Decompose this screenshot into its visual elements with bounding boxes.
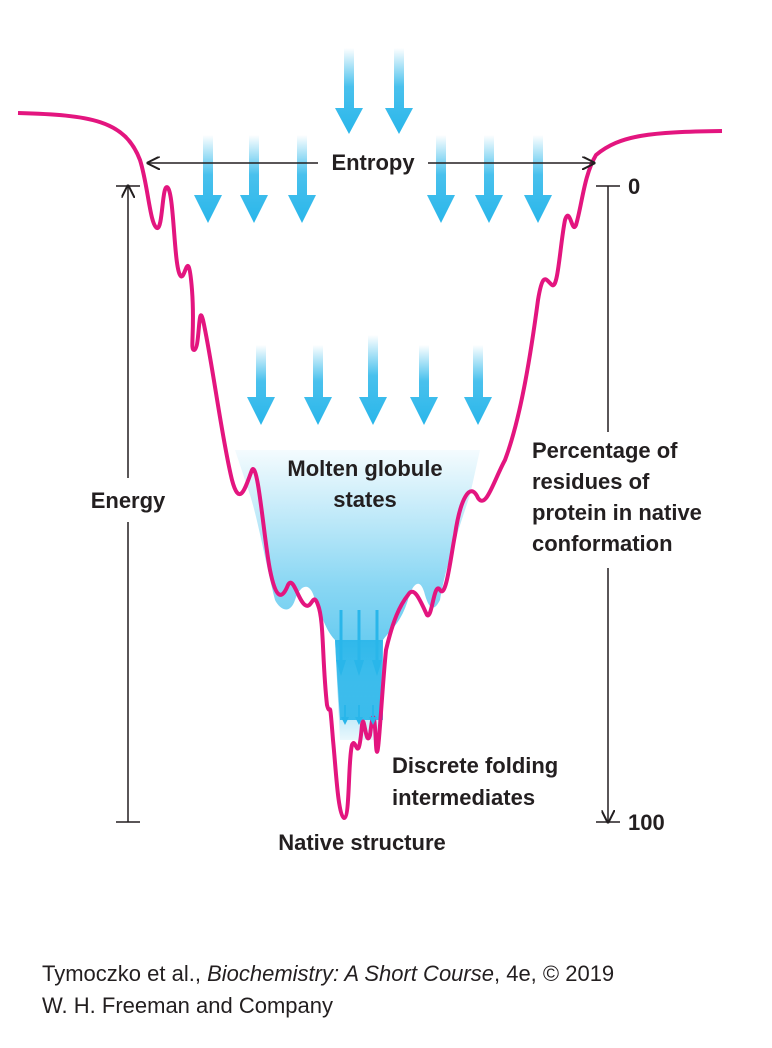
- entropy-arrow-icon: [194, 135, 222, 223]
- energy-label: Energy: [91, 488, 166, 513]
- percentage-label: Percentage of residues of protein in nat…: [532, 438, 702, 556]
- entropy-arrow-icon: [240, 135, 268, 223]
- credit-line-1: Tymoczko et al., Biochemistry: A Short C…: [42, 958, 614, 990]
- native-structure-label: Native structure: [278, 830, 446, 855]
- entropy-arrow-icon: [464, 345, 492, 425]
- entropy-arrow-icon: [288, 135, 316, 223]
- percentage-scale-bottom: 100: [628, 810, 665, 835]
- folding-arrow-icon: [354, 610, 364, 676]
- discrete-intermediates-label-line: Discrete folding: [392, 753, 558, 778]
- entropy-arrow-icon: [335, 48, 363, 134]
- molten-globule-label-line: states: [333, 487, 397, 512]
- percentage-label-line: conformation: [532, 531, 673, 556]
- energy-landscape-curve: [17, 111, 723, 820]
- entropy-arrow-icon: [524, 135, 552, 223]
- percentage-label-line: residues of: [532, 469, 650, 494]
- entropy-arrows-middle-row: [247, 335, 492, 425]
- credit-edition: , 4e, © 2019: [493, 961, 615, 986]
- folding-arrows-inner: [336, 610, 382, 725]
- entropy-arrows-top: [335, 48, 413, 134]
- entropy-label: Entropy: [331, 150, 415, 175]
- folding-arrow-icon: [355, 705, 363, 725]
- molten-globule-fill: [235, 450, 480, 720]
- percentage-label-line: Percentage of: [532, 438, 678, 463]
- credit-book-title: Biochemistry: A Short Course: [207, 961, 494, 986]
- entropy-arrow-icon: [385, 48, 413, 134]
- credit-authors: Tymoczko et al.,: [42, 961, 208, 986]
- folding-arrow-icon: [341, 705, 349, 725]
- discrete-intermediates-fill: [335, 640, 383, 740]
- entropy-arrow-icon: [475, 135, 503, 223]
- credit-publisher: W. H. Freeman and Company: [42, 993, 334, 1018]
- folding-arrow-icon: [372, 610, 382, 676]
- folding-arrow-icon: [369, 705, 377, 725]
- entropy-arrow-icon: [427, 135, 455, 223]
- entropy-arrow-icon: [410, 345, 438, 425]
- discrete-intermediates-label-line: intermediates: [392, 785, 535, 810]
- entropy-arrows-upper-row: [194, 135, 552, 223]
- molten-globule-label-line: Molten globule: [287, 456, 442, 481]
- percentage-label-line: protein in native: [532, 500, 702, 525]
- percentage-scale-top: 0: [628, 174, 640, 199]
- folding-arrow-icon: [336, 610, 346, 676]
- entropy-arrow-icon: [247, 345, 275, 425]
- entropy-arrow-icon: [359, 335, 387, 425]
- figure-credit: Tymoczko et al., Biochemistry: A Short C…: [42, 958, 614, 1022]
- entropy-arrow-icon: [304, 345, 332, 425]
